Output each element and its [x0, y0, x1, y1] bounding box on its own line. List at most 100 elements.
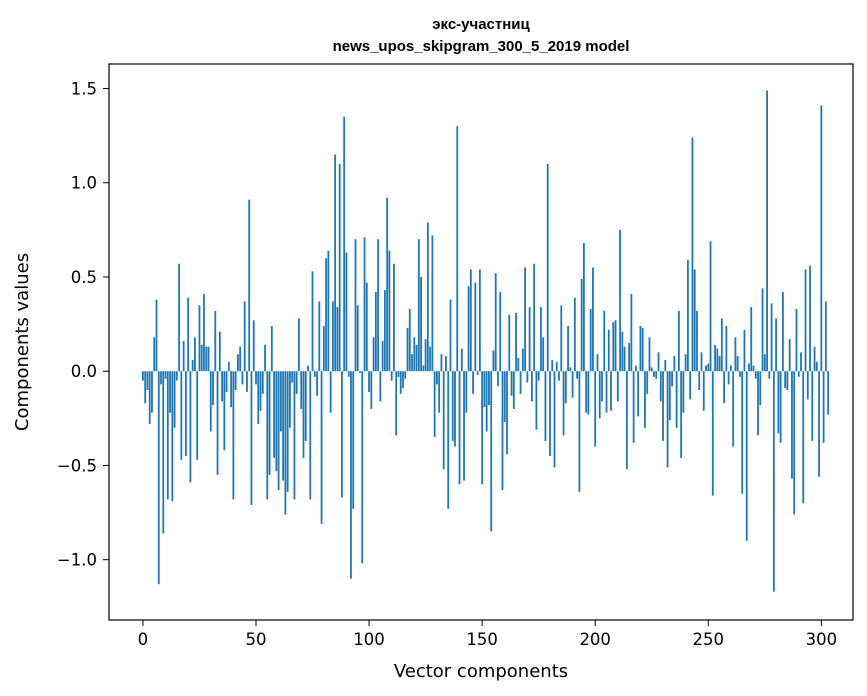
bar-219 [637, 371, 640, 417]
bar-249 [705, 365, 707, 372]
bar-199 [592, 267, 594, 372]
bar-140 [458, 371, 461, 485]
bar-27 [203, 293, 205, 372]
bar-92 [350, 371, 352, 579]
bar-37 [225, 371, 228, 392]
bar-282 [779, 371, 782, 443]
bar-281 [777, 371, 780, 434]
x-tick-label-0: 0 [138, 630, 149, 649]
bar-258 [725, 325, 728, 372]
bar-108 [386, 197, 389, 372]
bar-250 [707, 363, 710, 372]
bar-23 [194, 337, 196, 372]
bar-131 [438, 371, 441, 413]
x-tick-label-4: 200 [579, 630, 611, 649]
bar-24 [196, 371, 199, 460]
bar-188 [567, 325, 569, 372]
bar-3 [148, 371, 151, 424]
bar-286 [788, 339, 791, 372]
x-tick-label-2: 100 [353, 630, 385, 649]
bar-54 [264, 344, 266, 372]
bar-8 [160, 371, 162, 385]
bar-255 [718, 356, 721, 372]
bar-136 [449, 299, 452, 372]
bar-138 [454, 371, 456, 447]
bar-143 [465, 371, 468, 413]
bar-40 [232, 371, 235, 500]
bar-196 [585, 371, 588, 413]
bar-210 [616, 371, 619, 402]
bar-274 [761, 288, 764, 372]
bar-117 [406, 327, 409, 372]
bar-161 [506, 371, 508, 455]
bar-269 [750, 307, 753, 372]
bar-270 [752, 365, 755, 372]
bar-68 [295, 371, 298, 394]
bar-41 [234, 371, 237, 391]
y-tick-label-0: −1.0 [57, 551, 97, 570]
bar-91 [347, 371, 350, 377]
bar-267 [745, 371, 748, 541]
bar-150 [481, 371, 484, 485]
bar-296 [811, 371, 814, 441]
bar-181 [551, 359, 554, 372]
bar-225 [650, 367, 653, 372]
bar-242 [689, 371, 692, 400]
bar-293 [804, 269, 807, 372]
y-tick-label-5: 1.5 [71, 80, 97, 99]
bar-246 [698, 371, 701, 391]
bar-93 [352, 371, 355, 509]
bar-13 [171, 371, 174, 502]
bar-28 [205, 346, 208, 372]
bar-271 [754, 371, 757, 379]
bar-260 [729, 365, 732, 372]
bar-218 [635, 365, 637, 372]
bar-157 [497, 371, 499, 387]
bar-151 [483, 371, 486, 408]
bar-139 [456, 126, 459, 372]
bar-83 [329, 371, 332, 413]
bar-200 [594, 371, 597, 447]
bar-137 [451, 371, 454, 441]
bar-39 [230, 371, 233, 408]
bar-177 [542, 337, 545, 372]
bar-171 [528, 307, 531, 372]
bar-121 [415, 344, 418, 372]
bar-292 [802, 371, 805, 504]
bar-58 [273, 371, 275, 458]
bar-166 [517, 358, 520, 372]
bar-214 [625, 371, 628, 470]
x-tick-label-1: 50 [245, 630, 266, 649]
bar-183 [555, 361, 558, 372]
bar-134 [445, 356, 447, 372]
bar-111 [393, 263, 395, 372]
bar-226 [653, 371, 655, 377]
bar-243 [691, 137, 694, 372]
bar-203 [601, 371, 603, 402]
bar-180 [549, 371, 551, 457]
bar-265 [741, 371, 744, 494]
bar-12 [169, 371, 171, 413]
bar-245 [696, 310, 698, 372]
bar-261 [732, 371, 735, 447]
y-axis-ticks: −1.0 −0.5 0.0 0.5 1.0 1.5 [57, 80, 109, 570]
bar-69 [298, 318, 300, 372]
bar-158 [499, 292, 502, 372]
bar-230 [662, 371, 664, 441]
bar-194 [580, 278, 583, 372]
bar-77 [316, 371, 318, 396]
bar-116 [404, 371, 407, 379]
bar-84 [331, 301, 334, 372]
bar-301 [822, 371, 825, 443]
bar-228 [657, 352, 660, 372]
bar-145 [469, 269, 472, 372]
bar-191 [573, 297, 576, 372]
bar-247 [700, 352, 703, 372]
bar-15 [175, 371, 178, 381]
y-tick-label-1: −0.5 [57, 456, 97, 475]
bar-4 [151, 371, 153, 413]
bar-262 [734, 337, 737, 372]
bar-184 [558, 371, 560, 381]
bar-64 [286, 371, 289, 492]
bar-167 [519, 371, 522, 394]
